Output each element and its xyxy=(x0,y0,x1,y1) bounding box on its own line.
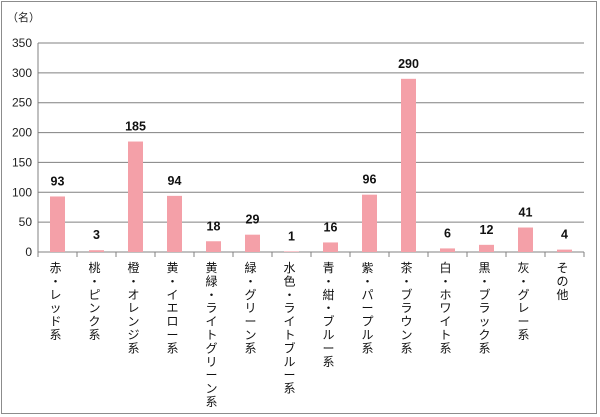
x-category-labels: 赤・レッド系 桃・ピンク系 橙・オレンジ系 黄・イエロー系 黄緑・ライトグリーン系 緑・グ… xyxy=(49,260,568,409)
data-label: 1 xyxy=(288,229,295,243)
data-label: 94 xyxy=(168,174,182,188)
data-label: 185 xyxy=(125,120,146,134)
bar xyxy=(89,250,104,252)
data-label: 16 xyxy=(324,220,338,234)
x-category-label: 黒・ブラック系 xyxy=(478,261,490,355)
bar xyxy=(479,244,494,252)
x-category-label: 橙・オレンジ系 xyxy=(127,260,139,355)
bar xyxy=(206,241,221,252)
x-category-label: 黄緑・ライトグリーン系 xyxy=(205,261,217,409)
x-category-label: 茶・ブラウン系 xyxy=(400,260,412,355)
data-label: 93 xyxy=(51,174,65,188)
bar xyxy=(557,249,572,252)
data-label: 6 xyxy=(444,226,451,240)
x-category-label: 紫・パープル系 xyxy=(361,261,373,355)
x-category-label: その他 xyxy=(556,261,568,302)
data-label: 12 xyxy=(480,223,494,237)
bar xyxy=(362,194,377,252)
data-label: 290 xyxy=(398,57,419,71)
x-category-label: 赤・レッド系 xyxy=(49,261,61,342)
x-category-label: 黄・イエロー系 xyxy=(166,261,178,355)
y-tick-label: 300 xyxy=(12,66,32,80)
bar xyxy=(518,227,533,252)
y-axis-unit-label: （名） xyxy=(7,10,40,24)
x-category-label: 白・ホワイト系 xyxy=(439,260,451,355)
y-tick-label: 200 xyxy=(12,126,32,140)
y-tick-label: 100 xyxy=(12,185,32,199)
y-tick-labels: 0 50 100 150 200 250 300 350 xyxy=(12,36,32,259)
data-label: 41 xyxy=(519,206,533,220)
bar xyxy=(284,251,299,252)
bar xyxy=(128,141,143,252)
data-labels: 93 3 185 94 18 29 1 16 96 290 6 12 41 4 xyxy=(51,57,568,244)
bar xyxy=(323,242,338,252)
x-category-label: 水色・ライトブルー系 xyxy=(283,261,295,396)
bar xyxy=(50,196,65,252)
data-label: 4 xyxy=(561,228,568,242)
data-label: 3 xyxy=(93,228,100,242)
x-category-label: 桃・ピンク系 xyxy=(88,260,100,342)
y-tick-label: 50 xyxy=(19,215,33,229)
bar xyxy=(245,234,260,252)
gridlines xyxy=(37,42,585,257)
x-category-label: 灰・グレー系 xyxy=(517,261,529,342)
bar xyxy=(167,195,182,252)
y-tick-label: 250 xyxy=(12,96,32,110)
bar xyxy=(440,248,455,252)
y-tick-label: 0 xyxy=(25,245,32,259)
bar xyxy=(401,78,416,252)
x-category-label: 青・紺・ブルー系 xyxy=(322,261,334,369)
bars xyxy=(50,78,572,252)
x-category-label: 緑・グリーン系 xyxy=(244,260,256,355)
data-label: 96 xyxy=(363,173,377,187)
data-label: 18 xyxy=(207,219,221,233)
y-tick-label: 350 xyxy=(12,36,32,50)
y-tick-label: 150 xyxy=(12,155,32,169)
data-label: 29 xyxy=(246,213,260,227)
